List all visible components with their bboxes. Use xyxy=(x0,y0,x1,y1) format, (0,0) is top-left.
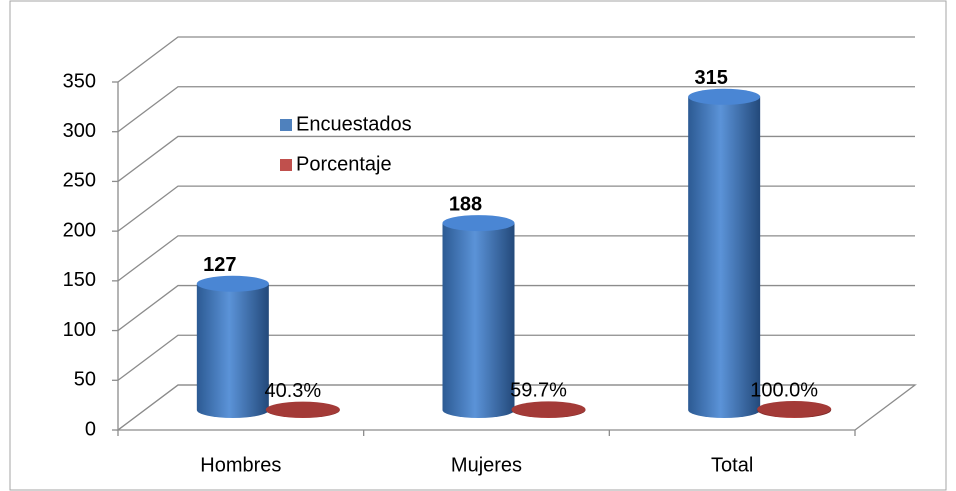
x-tick-label: Hombres xyxy=(200,454,281,476)
y-tick-label: 150 xyxy=(63,269,96,291)
cylinder xyxy=(688,96,761,419)
y-tick-label: 0 xyxy=(85,418,96,440)
value-label: 315 xyxy=(694,67,727,89)
value-label: 40.3% xyxy=(264,380,321,402)
x-tick-label: Total xyxy=(711,454,753,476)
cylinder xyxy=(442,223,515,418)
cylinder-top xyxy=(442,215,515,232)
value-label: 188 xyxy=(449,193,482,215)
y-tick-label: 350 xyxy=(63,70,96,92)
legend-swatch xyxy=(280,119,292,131)
cylinder-top xyxy=(265,401,340,418)
grid-line xyxy=(117,135,915,182)
y-tick-label: 200 xyxy=(63,219,96,241)
grid-line xyxy=(117,86,915,133)
grid-line xyxy=(117,36,915,83)
value-label: 59.7% xyxy=(510,380,567,402)
value-label: 127 xyxy=(203,254,236,276)
x-tick-label: Mujeres xyxy=(451,454,522,476)
legend-label: Porcentaje xyxy=(296,153,392,175)
y-tick-label: 250 xyxy=(63,170,96,192)
cylinder-top xyxy=(511,401,586,418)
cylinder-top xyxy=(757,401,832,418)
grid-line xyxy=(117,284,915,332)
cylinder xyxy=(196,283,269,418)
chart-frame xyxy=(9,0,947,491)
grid-line xyxy=(117,384,915,431)
value-label: 100.0% xyxy=(750,379,818,401)
cylinder-top xyxy=(688,88,761,105)
grid-line xyxy=(117,235,915,282)
grid-line xyxy=(117,334,915,381)
cylinder-top xyxy=(196,275,269,292)
grid-line xyxy=(117,185,915,232)
y-tick-label: 300 xyxy=(63,120,96,142)
y-tick-label: 100 xyxy=(63,319,96,341)
y-tick-label: 50 xyxy=(74,369,96,391)
legend-label: Encuestados xyxy=(296,113,412,135)
legend-swatch xyxy=(280,159,292,171)
